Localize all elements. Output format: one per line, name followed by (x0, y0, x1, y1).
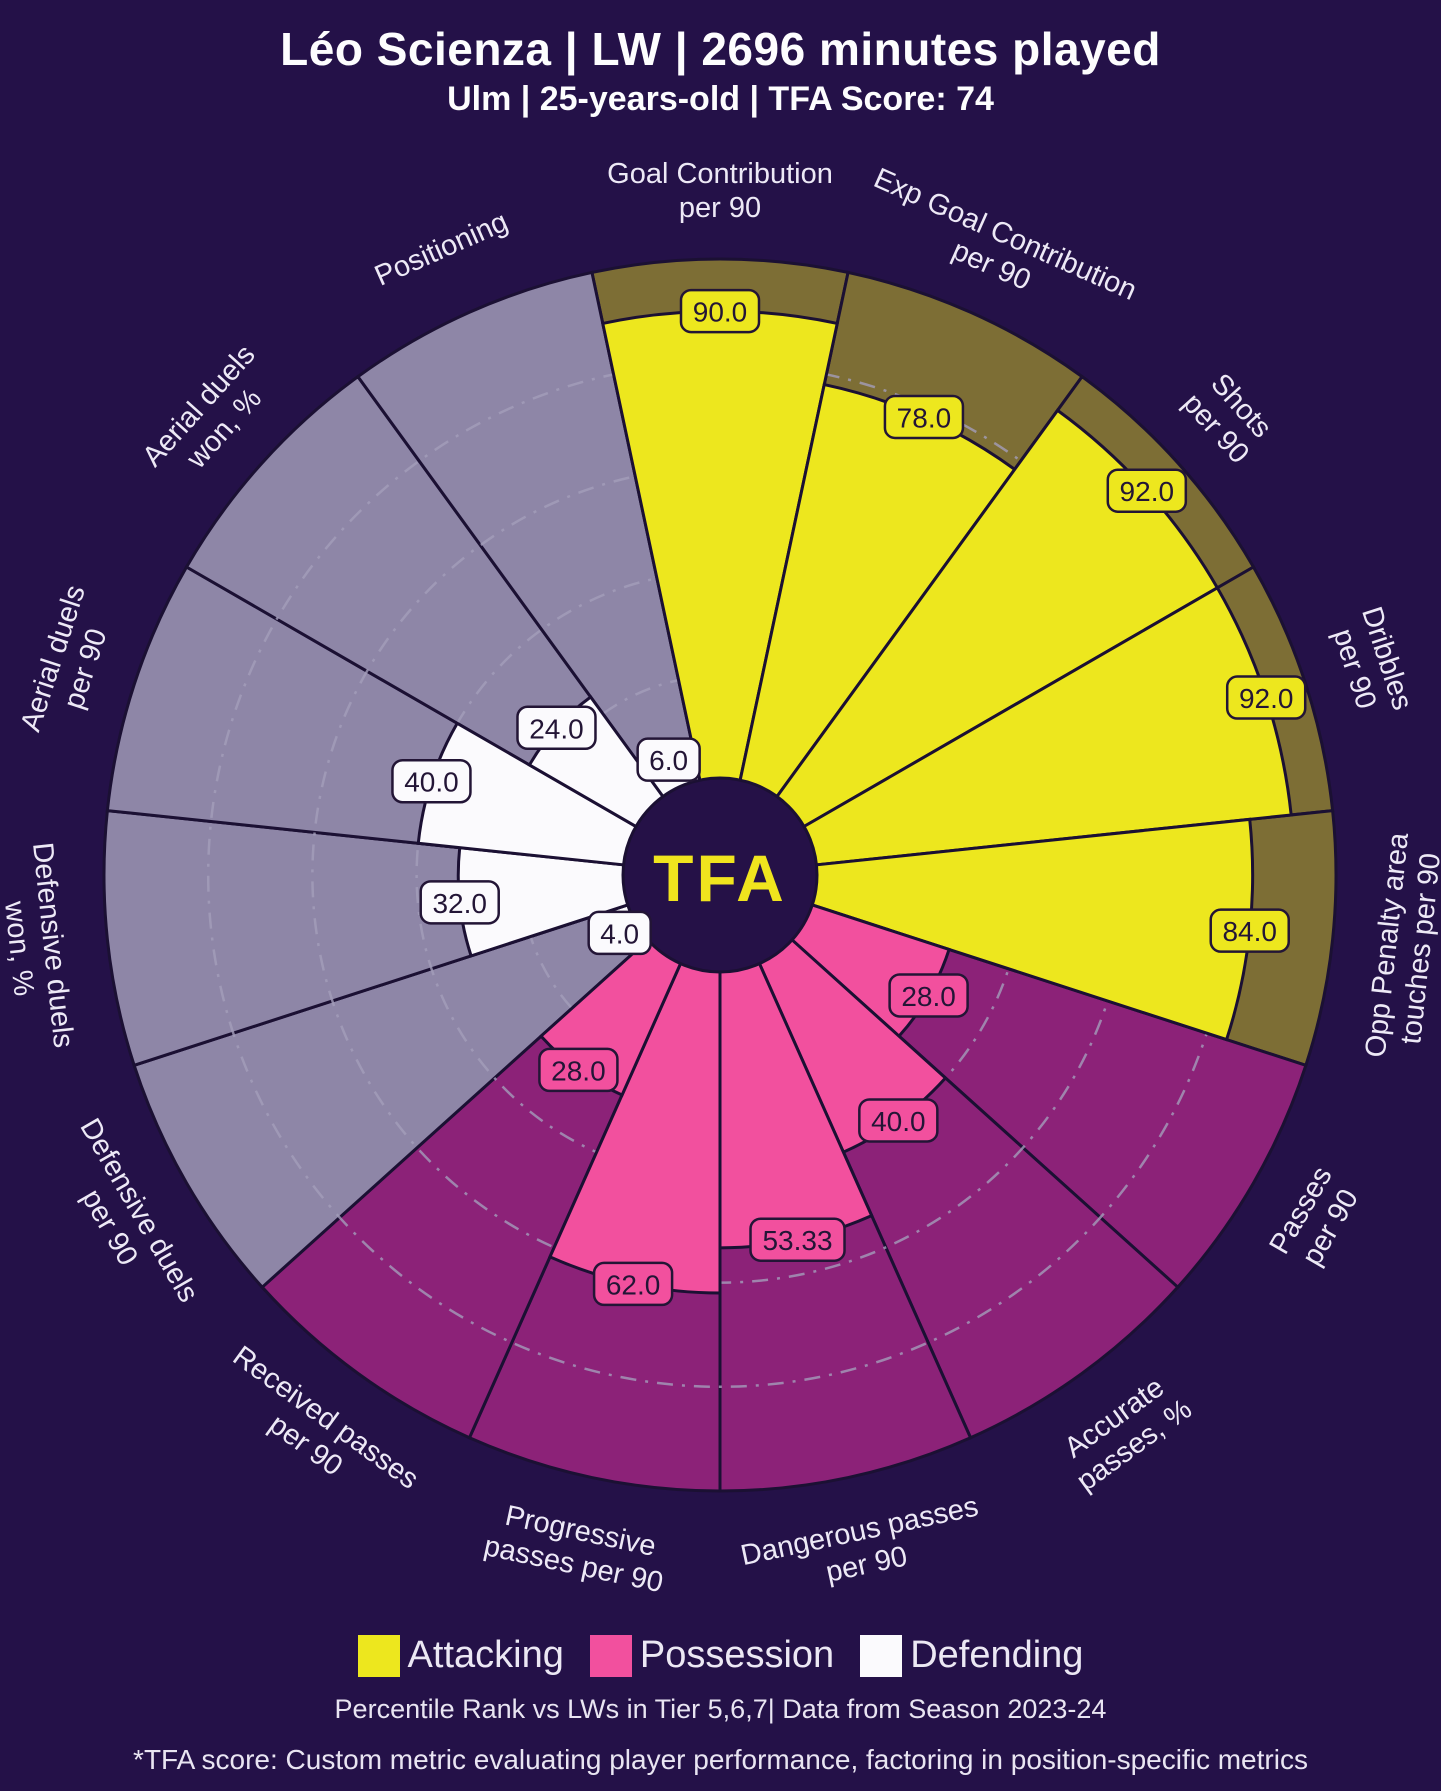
page-subtitle: Ulm | 25-years-old | TFA Score: 74 (447, 80, 994, 118)
legend-item-possession: Possession (589, 1634, 835, 1677)
legend-label-attacking: Attacking (407, 1634, 564, 1676)
legend-swatch-attacking (357, 1634, 400, 1677)
value-badge-defensive-duels-per-90: 4.0 (587, 910, 652, 956)
svg-text:28.0: 28.0 (551, 1055, 606, 1086)
legend-item-defending: Defending (860, 1634, 1083, 1677)
value-badge-accurate-passes: 40.0 (858, 1098, 939, 1143)
svg-text:24.0: 24.0 (529, 713, 584, 744)
page-title: Léo Scienza | LW | 2696 minutes played (280, 23, 1161, 75)
legend-label-defending: Defending (910, 1634, 1084, 1676)
footnote-tfa-score: *TFA score: Custom metric evaluating pla… (133, 1744, 1308, 1775)
slice-fill-layer (416, 309, 1293, 1295)
param-label-accurate-passes: Accuratepasses, % (1051, 1366, 1198, 1498)
svg-text:84.0: 84.0 (1222, 916, 1277, 947)
value-badge-aerial-duels-won: 24.0 (516, 705, 597, 751)
param-label-shots-per-90: Shotsper 90 (1176, 365, 1280, 470)
value-badge-shots-per-90: 92.0 (1106, 468, 1188, 513)
param-label-goal-contribution-per-90: Goal Contribution per 90 (607, 158, 833, 224)
legend: Attacking Possession Defending (0, 1634, 1441, 1677)
param-label-defensive-duels-won: Defensive duelswon, % (0, 841, 79, 1053)
legend-swatch-possession (589, 1634, 632, 1677)
value-badge-dribbles-per-90: 92.0 (1225, 675, 1307, 720)
value-badge-exp-goal-contribution-per-90: 78.0 (883, 394, 965, 440)
value-badge-received-passes-per-90: 28.0 (538, 1047, 619, 1093)
legend-item-attacking: Attacking (357, 1634, 564, 1677)
value-badge-goal-contribution-per-90: 90.0 (679, 288, 761, 334)
svg-text:40.0: 40.0 (404, 767, 459, 798)
param-label-passes-per-90: Passesper 90 (1263, 1161, 1368, 1276)
param-label-opp-penalty-area-touches-per-90: Opp Penalty areatouches per 90 (1360, 830, 1441, 1062)
svg-text:90.0: 90.0 (693, 297, 748, 328)
svg-text:92.0: 92.0 (1239, 683, 1294, 714)
value-badge-dangerous-passes-per-90: 53.33 (749, 1217, 846, 1262)
value-badge-positioning: 6.0 (636, 737, 701, 782)
param-label-positioning: Positioning (370, 206, 513, 293)
param-label-aerial-duels-per-90: Aerial duelsper 90 (15, 581, 125, 746)
svg-text:4.0: 4.0 (600, 918, 639, 949)
value-badge-layer: 90.0 78.0 92.0 92.0 84.0 28.0 40.0 53.33 62.0 28.… (391, 288, 1307, 1307)
value-badge-progressive-passes-per-90: 62.0 (592, 1261, 674, 1307)
svg-text:40.0: 40.0 (871, 1106, 926, 1137)
svg-text:92.0: 92.0 (1120, 476, 1175, 507)
value-badge-opp-penalty-area-touches-per-90: 84.0 (1209, 908, 1290, 953)
svg-text:62.0: 62.0 (606, 1269, 661, 1300)
footnote-rank: Percentile Rank vs LWs in Tier 5,6,7| Da… (334, 1694, 1107, 1724)
value-badge-defensive-duels-won: 32.0 (419, 880, 500, 925)
param-label-progressive-passes-per-90: Progressivepasses per 90 (481, 1497, 673, 1599)
value-badge-passes-per-90: 28.0 (888, 973, 969, 1018)
svg-text:28.0: 28.0 (901, 981, 956, 1012)
legend-swatch-defending (860, 1634, 903, 1677)
param-label-dangerous-passes-per-90: Dangerous passesper 90 (738, 1491, 988, 1606)
value-badge-aerial-duels-per-90: 40.0 (391, 758, 472, 804)
param-label-dribbles-per-90: Dribblesper 90 (1323, 603, 1419, 725)
svg-text:53.33: 53.33 (762, 1225, 832, 1256)
svg-text:78.0: 78.0 (897, 402, 952, 433)
svg-text:6.0: 6.0 (649, 745, 688, 776)
legend-label-possession: Possession (639, 1634, 835, 1676)
tfa-logo: TFA (653, 841, 787, 915)
svg-text:32.0: 32.0 (432, 888, 487, 919)
center-circle (621, 776, 819, 974)
